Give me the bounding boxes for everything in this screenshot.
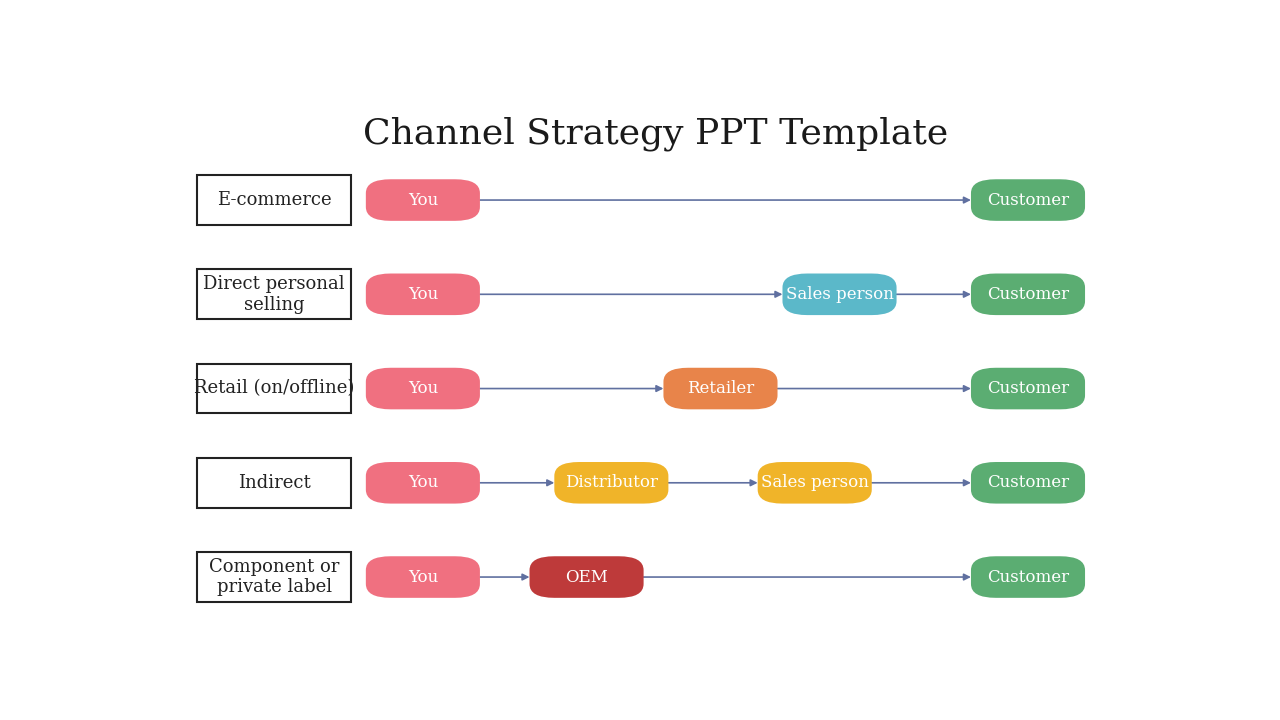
FancyBboxPatch shape: [197, 552, 351, 602]
Text: You: You: [408, 474, 438, 491]
FancyBboxPatch shape: [530, 557, 644, 598]
Text: Customer: Customer: [987, 286, 1069, 303]
FancyBboxPatch shape: [554, 462, 668, 503]
Text: You: You: [408, 569, 438, 585]
Text: Sales person: Sales person: [760, 474, 869, 491]
Text: Customer: Customer: [987, 569, 1069, 585]
Text: Component or
private label: Component or private label: [209, 558, 339, 596]
Text: Customer: Customer: [987, 474, 1069, 491]
Text: E-commerce: E-commerce: [216, 191, 332, 209]
FancyBboxPatch shape: [972, 368, 1085, 410]
FancyBboxPatch shape: [197, 458, 351, 508]
Text: Channel Strategy PPT Template: Channel Strategy PPT Template: [364, 117, 948, 151]
Text: Sales person: Sales person: [786, 286, 893, 303]
FancyBboxPatch shape: [972, 462, 1085, 503]
FancyBboxPatch shape: [197, 364, 351, 413]
FancyBboxPatch shape: [366, 557, 480, 598]
FancyBboxPatch shape: [663, 368, 777, 410]
FancyBboxPatch shape: [782, 274, 896, 315]
FancyBboxPatch shape: [758, 462, 872, 503]
FancyBboxPatch shape: [197, 175, 351, 225]
FancyBboxPatch shape: [197, 269, 351, 319]
Text: Direct personal
selling: Direct personal selling: [204, 275, 344, 314]
Text: Customer: Customer: [987, 192, 1069, 209]
Text: Indirect: Indirect: [238, 474, 311, 492]
FancyBboxPatch shape: [366, 368, 480, 410]
FancyBboxPatch shape: [366, 179, 480, 221]
Text: Customer: Customer: [987, 380, 1069, 397]
FancyBboxPatch shape: [972, 557, 1085, 598]
FancyBboxPatch shape: [972, 274, 1085, 315]
FancyBboxPatch shape: [366, 274, 480, 315]
FancyBboxPatch shape: [972, 179, 1085, 221]
Text: OEM: OEM: [566, 569, 608, 585]
FancyBboxPatch shape: [366, 462, 480, 503]
Text: You: You: [408, 380, 438, 397]
Text: You: You: [408, 286, 438, 303]
Text: You: You: [408, 192, 438, 209]
Text: Retailer: Retailer: [687, 380, 754, 397]
Text: Retail (on/offline): Retail (on/offline): [193, 379, 355, 397]
Text: Distributor: Distributor: [564, 474, 658, 491]
